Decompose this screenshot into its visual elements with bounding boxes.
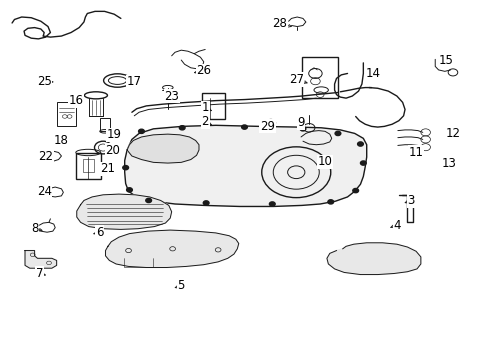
Text: 6: 6 xyxy=(96,226,103,239)
Text: 13: 13 xyxy=(441,157,456,170)
Circle shape xyxy=(241,125,247,129)
Text: 5: 5 xyxy=(177,279,184,292)
Text: 10: 10 xyxy=(317,155,332,168)
Bar xyxy=(82,159,94,172)
Text: 16: 16 xyxy=(68,94,83,107)
Polygon shape xyxy=(127,134,199,163)
Circle shape xyxy=(145,198,151,203)
Text: 12: 12 xyxy=(445,127,460,140)
Circle shape xyxy=(352,189,358,193)
Bar xyxy=(302,57,337,98)
Text: 1: 1 xyxy=(201,101,208,114)
Text: 25: 25 xyxy=(37,76,52,89)
Polygon shape xyxy=(124,125,366,207)
Circle shape xyxy=(179,126,184,130)
Circle shape xyxy=(357,142,363,146)
Text: 19: 19 xyxy=(106,129,122,141)
Text: 21: 21 xyxy=(100,162,115,175)
Text: 17: 17 xyxy=(126,76,142,89)
Text: 20: 20 xyxy=(105,144,120,157)
Text: 9: 9 xyxy=(297,116,304,129)
Text: 2: 2 xyxy=(201,115,208,128)
Bar xyxy=(100,118,110,131)
Text: 28: 28 xyxy=(271,17,286,30)
Text: 27: 27 xyxy=(288,73,303,86)
Text: 29: 29 xyxy=(260,120,274,133)
Circle shape xyxy=(122,166,128,170)
Text: 23: 23 xyxy=(164,90,179,103)
Circle shape xyxy=(269,202,275,206)
Polygon shape xyxy=(105,230,238,267)
Circle shape xyxy=(138,129,144,134)
Circle shape xyxy=(203,201,208,205)
Text: 7: 7 xyxy=(36,267,43,280)
Polygon shape xyxy=(326,243,420,275)
Circle shape xyxy=(327,200,333,204)
Circle shape xyxy=(360,161,366,165)
Text: 24: 24 xyxy=(37,185,52,198)
Text: 22: 22 xyxy=(38,149,53,162)
Bar xyxy=(76,153,101,179)
Text: 14: 14 xyxy=(365,67,380,80)
Text: 8: 8 xyxy=(31,222,38,235)
Text: 26: 26 xyxy=(196,64,211,77)
Text: 18: 18 xyxy=(54,134,69,147)
Bar xyxy=(202,93,225,119)
Polygon shape xyxy=(25,251,57,268)
Text: 11: 11 xyxy=(408,146,423,159)
Text: 4: 4 xyxy=(392,219,400,231)
Circle shape xyxy=(300,127,305,131)
Polygon shape xyxy=(77,194,171,229)
Text: 3: 3 xyxy=(407,194,414,207)
Circle shape xyxy=(334,131,340,136)
Bar xyxy=(57,102,76,126)
Circle shape xyxy=(126,188,132,192)
Text: 15: 15 xyxy=(437,54,452,67)
